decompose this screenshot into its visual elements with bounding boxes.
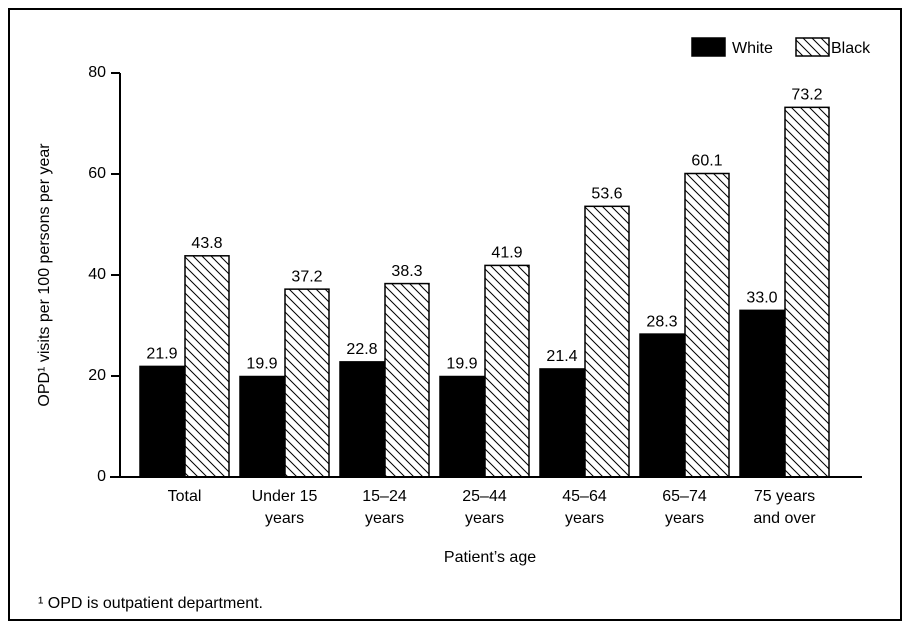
- bar: [484, 264, 530, 478]
- x-tick-label: 15–24: [362, 488, 407, 505]
- bar: [384, 282, 430, 478]
- footnote: ¹ OPD is outpatient department.: [38, 595, 263, 612]
- x-tick-label: 45–64: [562, 488, 607, 505]
- value-label: 21.4: [546, 348, 577, 365]
- bar: [239, 375, 285, 478]
- x-tick-label: Total: [168, 488, 202, 505]
- bar: [184, 255, 230, 478]
- y-tick-label: 20: [88, 367, 106, 384]
- y-tick-label: 60: [88, 165, 106, 182]
- value-label: 21.9: [146, 346, 177, 363]
- value-label: 60.1: [691, 153, 722, 170]
- bar: [339, 361, 385, 478]
- y-tick-label: 40: [88, 266, 106, 283]
- legend-swatch: [691, 37, 726, 57]
- x-tick-label: years: [265, 510, 304, 527]
- x-tick-label: years: [565, 510, 604, 527]
- value-label: 73.2: [791, 87, 822, 104]
- bar: [784, 106, 830, 478]
- y-tick-label: 80: [88, 64, 106, 81]
- value-label: 38.3: [391, 263, 422, 280]
- x-tick-label: years: [365, 510, 404, 527]
- bar: [739, 309, 785, 478]
- x-tick-label: 65–74: [662, 488, 707, 505]
- x-tick-label: and over: [753, 510, 816, 527]
- bar: [539, 368, 585, 478]
- bar: [684, 172, 730, 478]
- legend-swatch: [795, 37, 830, 57]
- x-tick-label: years: [465, 510, 504, 527]
- value-label: 41.9: [491, 245, 522, 262]
- bar: [439, 375, 485, 478]
- bar: [284, 288, 330, 478]
- x-tick-label: years: [665, 510, 704, 527]
- value-label: 28.3: [646, 313, 677, 330]
- y-axis-label: OPD¹ visits per 100 persons per year: [36, 143, 53, 407]
- x-axis-label: Patient’s age: [444, 549, 536, 566]
- value-label: 53.6: [591, 186, 622, 203]
- x-tick-label: Under 15: [252, 488, 318, 505]
- x-tick-label: 25–44: [462, 488, 507, 505]
- value-label: 37.2: [291, 268, 322, 285]
- bar: [139, 365, 185, 478]
- value-label: 22.8: [346, 341, 377, 358]
- x-tick-label: 75 years: [754, 488, 815, 505]
- value-label: 43.8: [191, 235, 222, 252]
- value-label: 33.0: [746, 290, 777, 307]
- y-tick-label: 0: [97, 468, 106, 485]
- legend-label: Black: [831, 40, 871, 57]
- frame: [8, 8, 902, 621]
- value-label: 19.9: [446, 356, 477, 373]
- legend-label: White: [732, 40, 773, 57]
- value-label: 19.9: [246, 356, 277, 373]
- bar: [639, 333, 685, 478]
- bar: [584, 205, 630, 478]
